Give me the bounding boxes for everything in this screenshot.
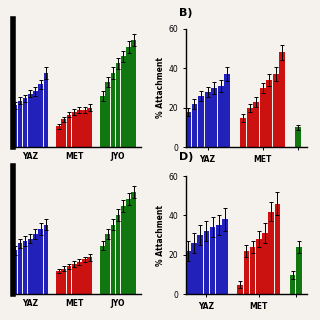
Bar <box>126 47 131 147</box>
Bar <box>105 82 110 147</box>
Y-axis label: % Attachment: % Attachment <box>156 205 165 266</box>
Bar <box>116 63 120 147</box>
Bar <box>72 112 76 147</box>
Bar <box>67 267 71 294</box>
Bar <box>87 108 92 147</box>
Bar <box>82 260 87 294</box>
Bar <box>28 238 33 294</box>
Bar <box>204 92 211 147</box>
Bar <box>28 94 33 147</box>
Bar <box>18 243 22 294</box>
Bar <box>121 56 126 147</box>
Bar <box>132 192 136 294</box>
Bar <box>23 98 28 147</box>
Bar <box>260 88 266 147</box>
Bar <box>111 73 115 147</box>
Bar <box>23 241 28 294</box>
Bar <box>56 271 61 294</box>
Bar <box>38 229 43 294</box>
Bar <box>61 269 66 294</box>
Bar <box>279 52 285 147</box>
Bar <box>296 247 301 294</box>
Bar <box>295 127 301 147</box>
Bar <box>67 115 71 147</box>
Bar <box>100 245 105 294</box>
Bar <box>44 73 48 147</box>
Bar <box>77 262 82 294</box>
Bar <box>185 251 191 294</box>
Bar <box>12 105 17 147</box>
Bar <box>72 264 76 294</box>
Bar <box>191 243 197 294</box>
Bar <box>211 88 217 147</box>
Bar <box>244 251 249 294</box>
Bar <box>12 250 17 294</box>
Bar <box>253 102 259 147</box>
Bar <box>126 199 131 294</box>
Bar <box>268 212 274 294</box>
Bar <box>87 257 92 294</box>
Bar <box>237 284 243 294</box>
Bar <box>250 247 255 294</box>
Bar <box>185 112 191 147</box>
Bar <box>275 204 280 294</box>
Bar <box>224 74 230 147</box>
Bar <box>247 108 252 147</box>
Bar <box>240 117 246 147</box>
Bar <box>116 215 120 294</box>
Bar <box>33 91 38 147</box>
Bar <box>197 235 203 294</box>
Bar <box>56 126 61 147</box>
Text: D): D) <box>179 152 194 162</box>
Bar <box>218 86 224 147</box>
Bar <box>192 104 197 147</box>
Bar <box>77 110 82 147</box>
Bar <box>38 84 43 147</box>
Bar <box>273 74 279 147</box>
Bar <box>256 239 261 294</box>
Bar <box>44 225 48 294</box>
Bar <box>33 234 38 294</box>
Bar <box>290 275 295 294</box>
Bar <box>216 225 222 294</box>
Y-axis label: % Attachment: % Attachment <box>156 58 165 118</box>
Bar <box>210 227 215 294</box>
Bar <box>100 96 105 147</box>
Bar <box>111 225 115 294</box>
Bar <box>18 101 22 147</box>
Bar <box>262 233 268 294</box>
Bar <box>266 80 272 147</box>
Bar <box>61 119 66 147</box>
Bar <box>105 234 110 294</box>
Bar <box>222 220 228 294</box>
Bar <box>82 110 87 147</box>
Bar <box>204 231 209 294</box>
Bar <box>198 96 204 147</box>
Text: B): B) <box>179 8 193 18</box>
Bar <box>121 206 126 294</box>
Bar <box>132 40 136 147</box>
